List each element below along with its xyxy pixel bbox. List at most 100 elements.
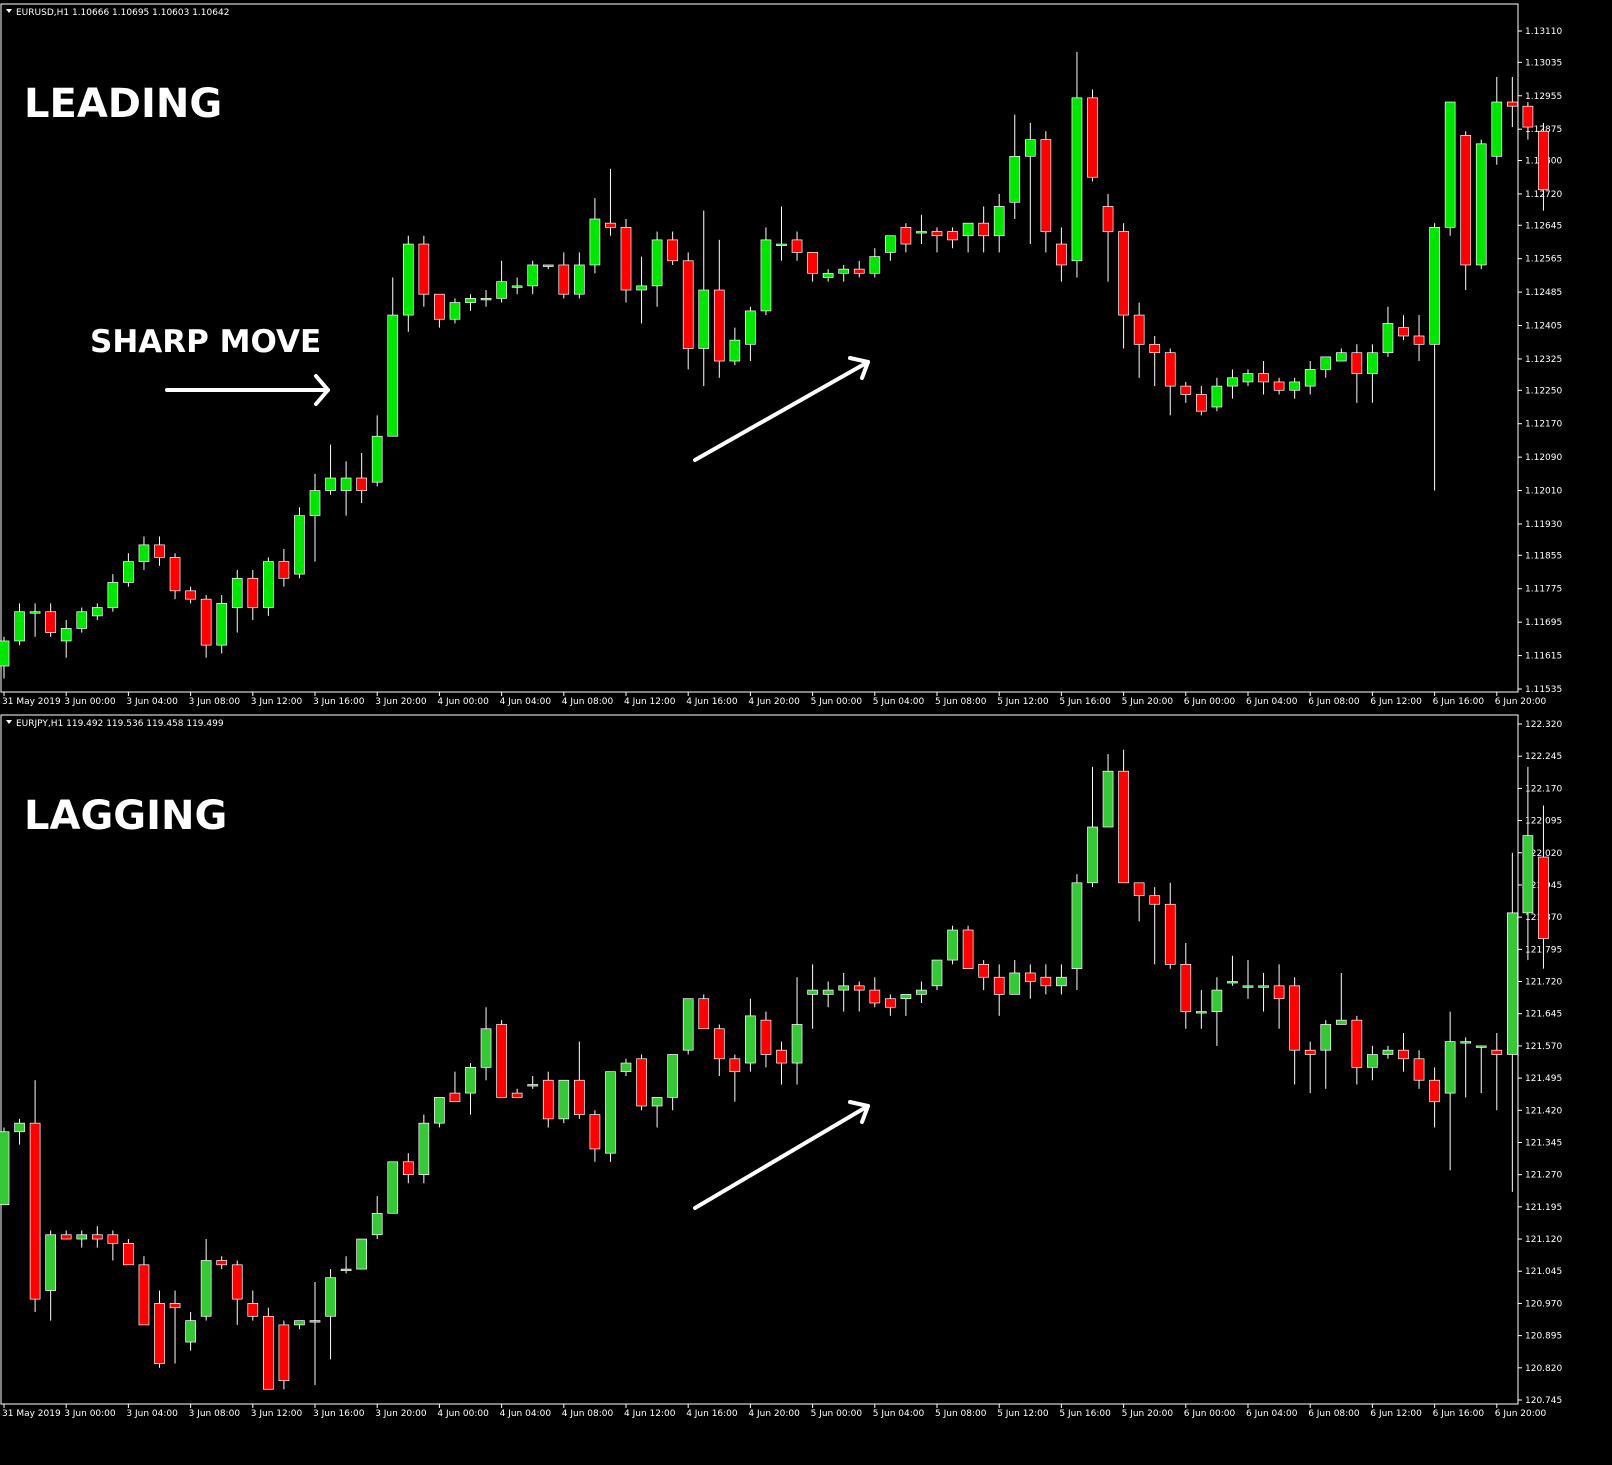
candle[interactable] [1211,377,1223,412]
candle[interactable] [1289,977,1301,1085]
candle[interactable] [1398,1033,1409,1072]
candle[interactable] [698,994,710,1030]
candle[interactable] [309,1281,321,1385]
candle[interactable] [869,977,881,1008]
candle[interactable] [745,998,756,1072]
candle[interactable] [745,306,756,362]
candle[interactable] [916,981,927,1003]
candle[interactable] [822,981,834,1008]
candle[interactable] [558,252,570,299]
candle[interactable] [636,1054,647,1111]
candle[interactable] [107,1230,119,1261]
candle[interactable] [340,461,352,516]
candle[interactable] [962,925,974,969]
candle[interactable] [14,603,25,646]
candle[interactable] [1258,361,1269,395]
candle[interactable] [123,553,134,587]
candle[interactable] [791,977,803,1085]
candle[interactable] [682,998,694,1055]
candle[interactable] [231,1260,243,1325]
candle[interactable] [1398,315,1409,341]
candle[interactable] [900,994,912,1016]
candle[interactable] [169,1290,181,1364]
candle[interactable] [1522,102,1534,140]
candle[interactable] [496,260,507,303]
candle[interactable] [1071,51,1083,278]
candle[interactable] [76,607,88,633]
candle[interactable] [776,1041,787,1085]
candle[interactable] [325,1269,336,1360]
candle[interactable] [216,1256,228,1270]
candle[interactable] [527,260,539,295]
candle[interactable] [620,1058,632,1076]
candle[interactable] [542,264,554,270]
candle[interactable] [636,256,647,324]
candle[interactable] [60,620,72,658]
candle[interactable] [1304,361,1316,395]
candle[interactable] [14,1118,25,1145]
candle[interactable] [776,206,787,261]
candle[interactable] [807,252,818,282]
candle[interactable] [1273,377,1285,395]
candle[interactable] [465,1063,476,1115]
candle[interactable] [1087,766,1098,888]
candle[interactable] [0,1127,10,1206]
candle[interactable] [542,1071,554,1128]
candle[interactable] [1506,852,1518,1192]
candle[interactable] [589,198,601,274]
candle[interactable] [651,1097,663,1128]
candle[interactable] [200,595,212,658]
candle[interactable] [418,1114,430,1184]
candle[interactable] [1475,1045,1487,1094]
candle[interactable] [822,269,834,282]
candle[interactable] [589,1110,601,1162]
candle[interactable] [1056,227,1067,282]
candle[interactable] [978,206,990,253]
candle[interactable] [605,168,616,236]
candle[interactable] [449,1071,461,1103]
candle[interactable] [1258,972,1269,1012]
candle[interactable] [1335,972,1347,1025]
candle[interactable] [60,1230,72,1240]
candle[interactable] [29,603,41,637]
candle[interactable] [729,327,741,366]
candle[interactable] [1164,882,1176,969]
candle[interactable] [1351,344,1363,403]
candle[interactable] [620,219,632,303]
chevron-down-icon[interactable] [6,720,12,724]
candle[interactable] [1195,386,1207,416]
candle[interactable] [356,1238,367,1270]
candle[interactable] [698,210,710,387]
candle[interactable] [278,549,290,587]
candle[interactable] [558,1079,570,1124]
candle[interactable] [682,252,694,370]
candle[interactable] [1164,348,1176,416]
candle[interactable] [402,235,414,332]
candle[interactable] [1335,348,1347,362]
candle[interactable] [449,298,461,324]
candle[interactable] [418,235,430,307]
candle[interactable] [91,603,103,621]
candle[interactable] [465,294,476,311]
candle[interactable] [1382,1045,1394,1059]
candle[interactable] [1491,76,1503,165]
candle[interactable] [667,231,679,265]
candle[interactable] [309,473,321,562]
candle[interactable] [651,231,663,307]
candle[interactable] [434,293,445,328]
candle[interactable] [1538,122,1549,211]
candle[interactable] [993,193,1005,253]
candle[interactable] [1506,76,1518,128]
candle[interactable] [947,925,958,965]
candle[interactable] [356,452,367,504]
candle[interactable] [1087,89,1098,182]
candle[interactable] [1056,964,1067,995]
candle[interactable] [993,964,1005,1016]
candle[interactable] [1413,315,1425,362]
candle[interactable] [760,227,772,316]
candle[interactable] [1444,101,1456,236]
candle[interactable] [45,603,57,637]
candle[interactable] [1102,193,1114,282]
candle[interactable] [978,960,990,991]
candle[interactable] [1071,874,1083,991]
